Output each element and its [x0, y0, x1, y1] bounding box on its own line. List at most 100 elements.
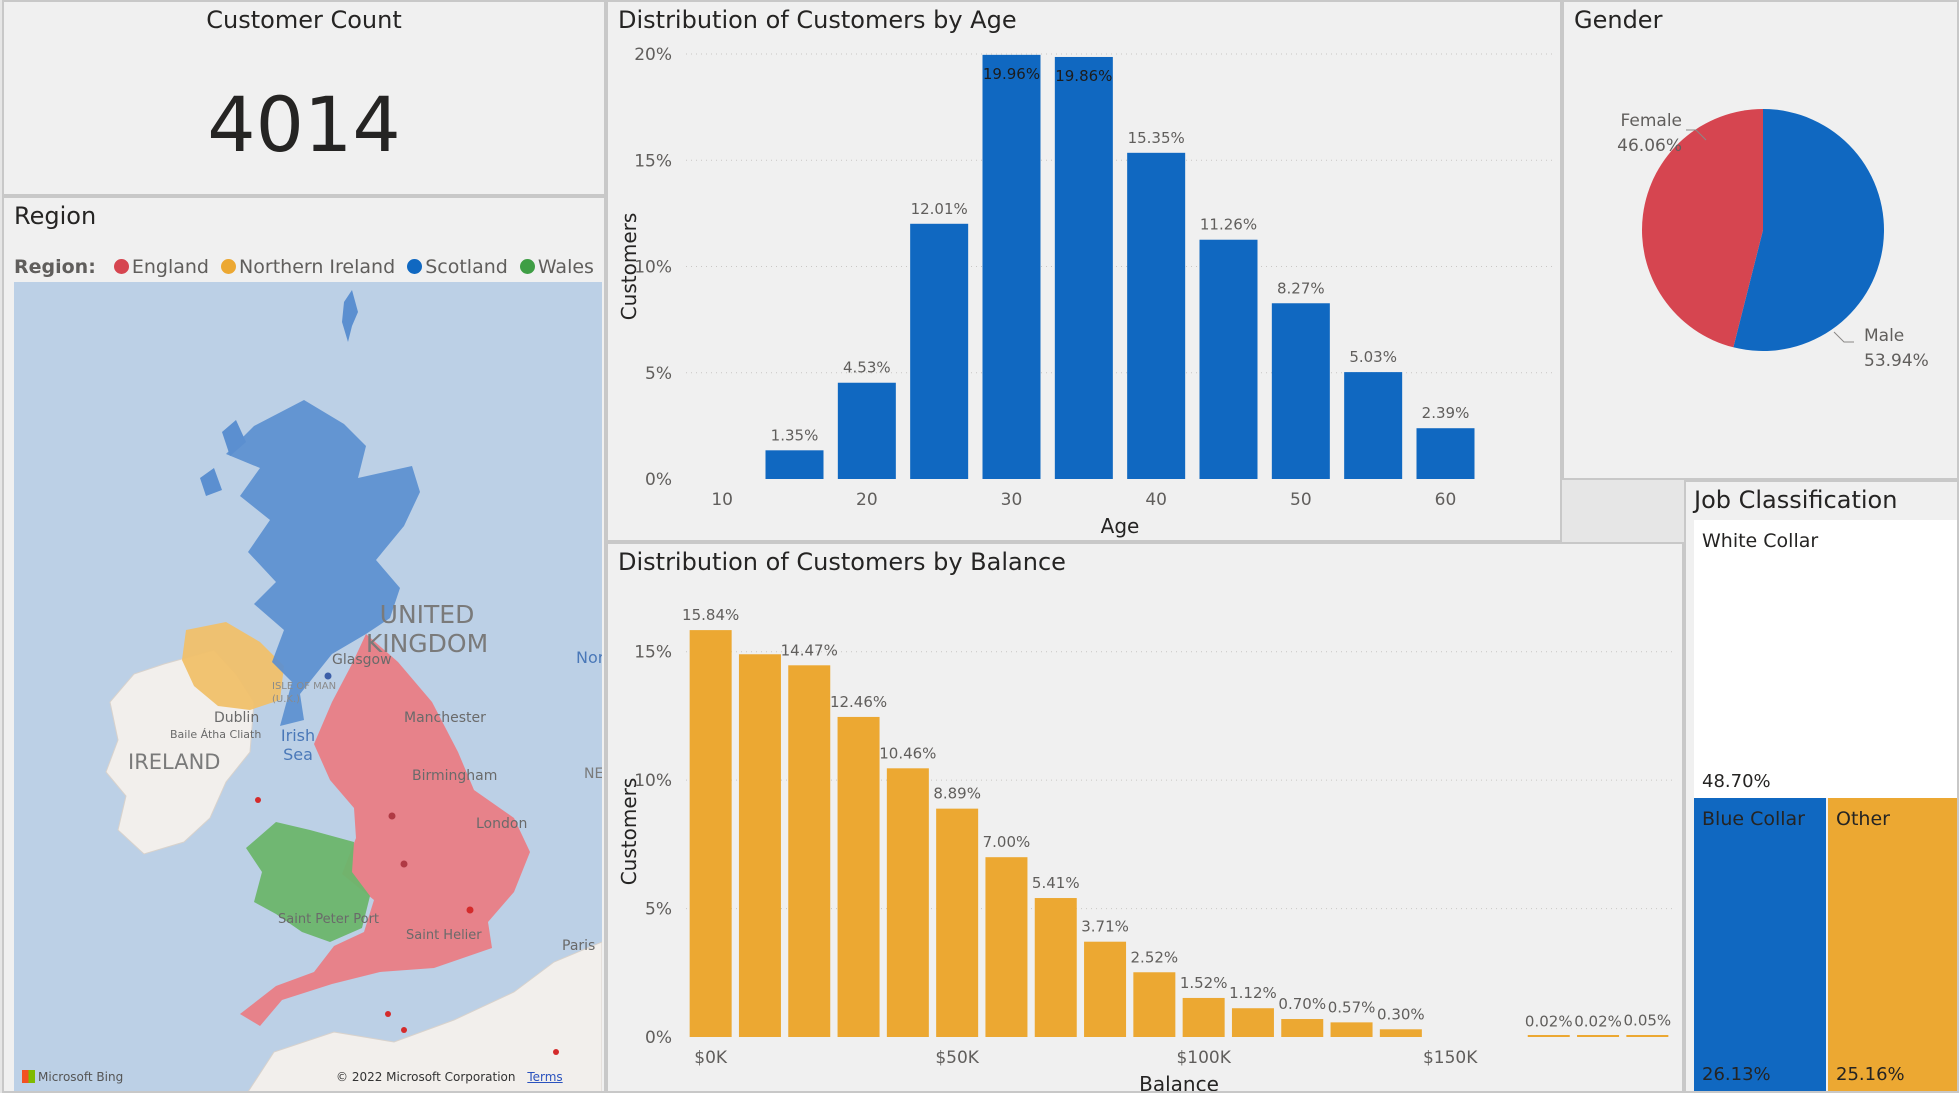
- legend-england[interactable]: England: [131, 256, 209, 278]
- customer-count-card[interactable]: Customer Count 4014: [2, 0, 606, 196]
- map-label-saint-peter-port: Saint Peter Port: [278, 912, 380, 927]
- bing-label: Microsoft Bing: [38, 1070, 124, 1084]
- age-bar: [765, 450, 824, 479]
- balance-data-label: 8.89%: [933, 785, 981, 803]
- balance-data-label: 0.30%: [1377, 1005, 1425, 1023]
- age-xtick-label: 30: [1001, 490, 1023, 510]
- age-data-label: 2.39%: [1422, 404, 1470, 422]
- map-label-london: London: [476, 816, 528, 832]
- balance-data-label: 15.84%: [682, 606, 739, 624]
- balance-bar: [738, 654, 781, 1037]
- age-bar: [1199, 239, 1258, 479]
- map-label-paris: Paris: [562, 938, 596, 954]
- age-data-label: 19.96%: [983, 65, 1040, 83]
- treemap-value: 25.16%: [1836, 1064, 1905, 1085]
- balance-data-label: 14.47%: [781, 641, 838, 659]
- balance-bar: [1330, 1022, 1373, 1037]
- map-label-saint-helier: Saint Helier: [406, 928, 482, 943]
- scotland-islands: [200, 420, 246, 496]
- treemap-label: Blue Collar: [1702, 808, 1805, 830]
- balance-chart-title: Distribution of Customers by Balance: [618, 548, 1066, 576]
- card-title: Customer Count: [206, 6, 402, 34]
- bing-logo-icon: [22, 1070, 35, 1083]
- age-xlabel: Age: [1101, 514, 1140, 538]
- balance-chart: 0% 5% 10% 15% $0K $50K $100K $150K Customers Bala…: [617, 606, 1672, 1091]
- attribution-text: © 2022 Microsoft Corporation: [336, 1070, 516, 1084]
- balance-chart-panel[interactable]: Distribution of Customers by Balance 0% 5…: [606, 542, 1684, 1093]
- balance-bar: [788, 665, 831, 1037]
- job-treemap-panel[interactable]: Job Classification White Collar 48.70% Blu…: [1684, 480, 1959, 1093]
- bing-logo: Microsoft Bing: [22, 1070, 123, 1084]
- map-label-ne: NE: [584, 766, 602, 782]
- age-data-label: 11.26%: [1200, 216, 1257, 234]
- saint-peter-port-dot: [385, 1011, 391, 1017]
- age-xtick-label: 20: [856, 490, 878, 510]
- legend-scotland[interactable]: Scotland: [425, 256, 508, 278]
- age-xtick-label: 50: [1290, 490, 1312, 510]
- map-label-dublin-irish: Baile Átha Cliath: [170, 728, 262, 741]
- age-ytick-label: 0%: [645, 470, 672, 490]
- balance-bar: [1034, 898, 1077, 1037]
- map-canvas[interactable]: UNITED KINGDOM IRELAND Irish Sea ISLE OF…: [14, 282, 602, 1091]
- balance-data-label: 0.02%: [1525, 1012, 1573, 1030]
- map-label-manchester: Manchester: [404, 710, 486, 726]
- balance-data-label: 10.46%: [879, 744, 936, 762]
- balance-bar: [1231, 1008, 1274, 1037]
- balance-bar: [1084, 941, 1127, 1037]
- map-label-birmingham: Birmingham: [412, 768, 498, 784]
- map-label-ireland: IRELAND: [128, 750, 221, 774]
- age-bar: [1054, 56, 1113, 479]
- age-bar: [982, 54, 1041, 479]
- age-bar: [1271, 303, 1330, 479]
- gender-pie-chart: Female 46.06% Male 53.94%: [1617, 109, 1929, 371]
- age-data-label: 1.35%: [771, 426, 819, 444]
- age-bar: [1344, 372, 1403, 479]
- age-bar: [837, 382, 896, 479]
- legend-wales[interactable]: Wales: [537, 256, 594, 278]
- balance-data-label: 0.57%: [1328, 998, 1376, 1016]
- balance-bar: [1281, 1019, 1324, 1037]
- treemap-value: 48.70%: [1702, 771, 1771, 792]
- age-ytick-label: 20%: [634, 45, 672, 65]
- balance-data-label: 3.71%: [1081, 918, 1129, 936]
- age-chart-panel[interactable]: Distribution of Customers by Age 0% 5% 10%…: [606, 0, 1562, 542]
- map-shapes: [105, 290, 602, 1091]
- terms-link[interactable]: Terms: [527, 1070, 563, 1084]
- region-map-panel[interactable]: Region Region: England Northern Ireland …: [2, 196, 606, 1093]
- age-chart-title: Distribution of Customers by Age: [618, 6, 1017, 34]
- balance-ylabel: Customers: [617, 778, 641, 886]
- age-data-label: 4.53%: [843, 359, 891, 377]
- balance-ytick-label: 0%: [645, 1028, 672, 1048]
- balance-xtick-label: $150K: [1423, 1048, 1478, 1068]
- map-attribution: © 2022 Microsoft Corporation Terms: [336, 1070, 563, 1084]
- wales-region: [246, 822, 370, 942]
- balance-bar: [1527, 1035, 1570, 1037]
- treemap-cell-white-collar[interactable]: White Collar 48.70%: [1694, 520, 1957, 798]
- paris-dot: [553, 1049, 559, 1055]
- england-region: [240, 634, 530, 1026]
- pie-label-male-value: 53.94%: [1864, 351, 1929, 371]
- age-xtick-label: 40: [1145, 490, 1167, 510]
- continent-landmass: [247, 941, 602, 1091]
- treemap-cell-blue-collar[interactable]: Blue Collar 26.13%: [1694, 798, 1826, 1091]
- gender-title: Gender: [1574, 6, 1663, 34]
- treemap-label: White Collar: [1702, 530, 1819, 552]
- age-data-label: 15.35%: [1128, 129, 1185, 147]
- map-label-dublin: Dublin: [214, 710, 260, 726]
- balance-data-label: 0.05%: [1624, 1012, 1672, 1030]
- legend-northern-ireland[interactable]: Northern Ireland: [239, 256, 396, 278]
- dublin-dot: [255, 797, 261, 803]
- birmingham-dot: [400, 860, 408, 868]
- map-label-irish-sea: Irish Sea: [280, 726, 316, 764]
- age-xtick-label: 10: [711, 490, 733, 510]
- treemap-cell-other[interactable]: Other 25.16%: [1828, 798, 1957, 1091]
- balance-bar: [1133, 972, 1176, 1037]
- age-bar: [910, 223, 969, 479]
- balance-bar: [837, 716, 880, 1037]
- balance-data-label: 7.00%: [983, 833, 1031, 851]
- legend-dot-scotland: [407, 259, 423, 274]
- pie-slice-male: [1733, 109, 1885, 351]
- balance-data-label: 2.52%: [1131, 948, 1179, 966]
- legend-dot-northern-ireland: [221, 259, 237, 274]
- gender-pie-panel[interactable]: Gender Female 46.06% Male 53.94%: [1562, 0, 1959, 480]
